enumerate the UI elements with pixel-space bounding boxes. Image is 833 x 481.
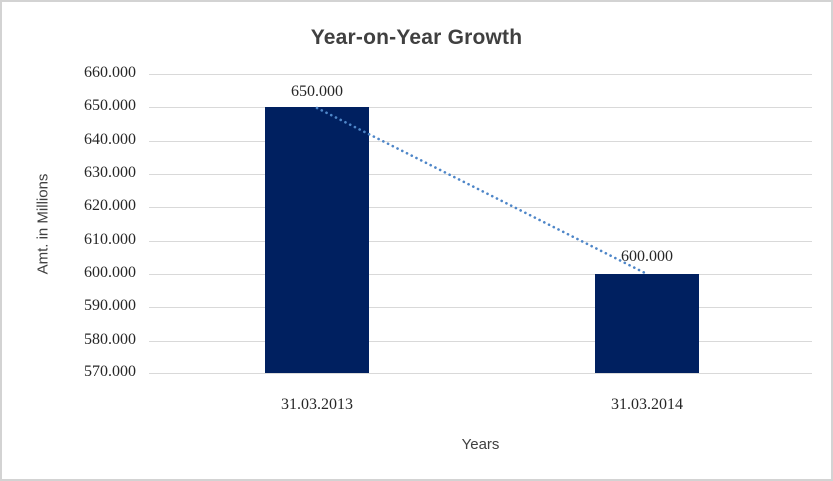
y-tick-label: 570.000 [84,363,136,380]
gridline [149,307,812,308]
y-tick-label: 620.000 [84,197,136,214]
gridline [149,207,812,208]
bar-2013 [265,107,369,373]
y-tick-label: 650.000 [84,97,136,114]
gridline [149,74,812,75]
gridline [149,241,812,242]
y-tick-label: 640.000 [84,131,136,148]
y-tick-label: 600.000 [84,264,136,281]
gridline [149,274,812,275]
gridline [149,373,812,374]
bar-value-label: 650.000 [291,83,343,100]
x-axis-category-labels: 31.03.2013 31.03.2014 [149,396,812,416]
y-tick-label: 580.000 [84,331,136,348]
bar-2014 [595,274,699,373]
gridline [149,141,812,142]
y-tick-label: 610.000 [84,231,136,248]
trendline [315,106,649,276]
chart-title: Year-on-Year Growth [310,26,523,49]
plot-area: 650.000 600.000 [149,74,812,374]
y-tick-label: 630.000 [84,164,136,181]
bar-value-label: 600.000 [621,248,673,265]
x-category-label: 31.03.2013 [281,396,353,413]
x-axis-title: Years [461,436,500,453]
y-tick-label: 590.000 [84,297,136,314]
y-axis-tick-labels: 660.000 650.000 640.000 630.000 620.000 … [54,64,136,380]
gridline [149,174,812,175]
y-axis-title-text: Amt. in Millions [34,173,52,275]
y-tick-label: 660.000 [84,64,136,81]
x-category-label: 31.03.2014 [611,396,683,413]
gridline [149,341,812,342]
gridline [149,107,812,108]
